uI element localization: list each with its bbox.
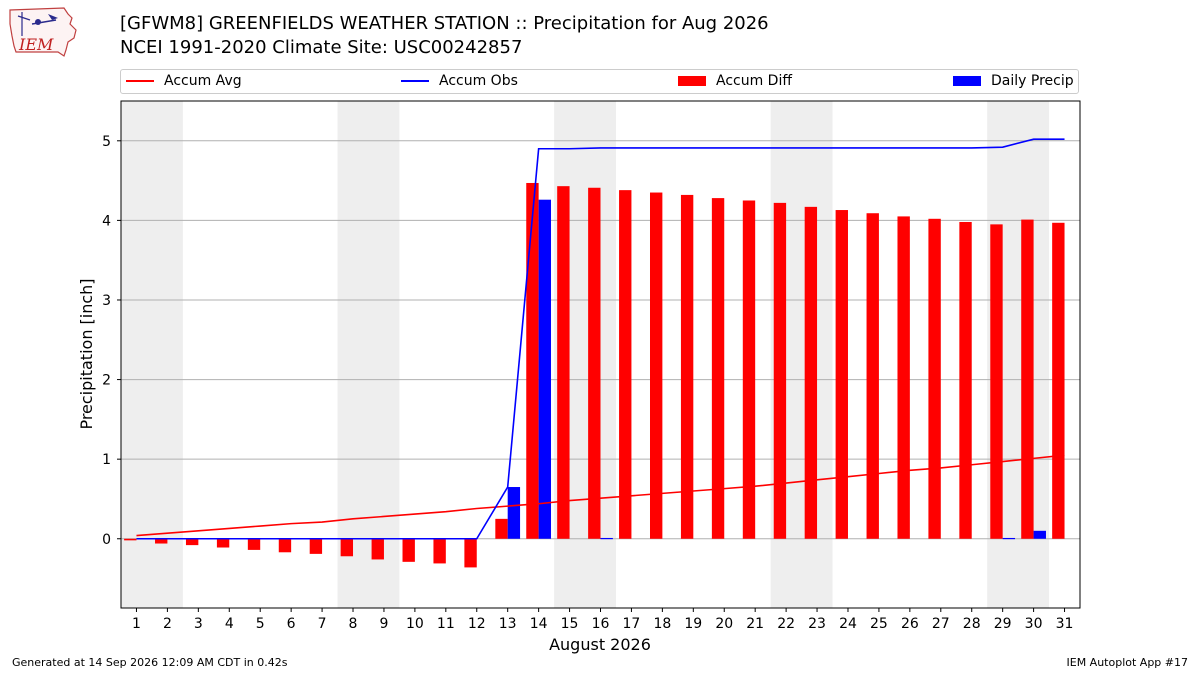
x-tick-label: 29 [994, 616, 1012, 632]
legend-item-accum-obs: Accum Obs [401, 73, 518, 89]
legend-patch-red [678, 76, 706, 86]
x-tick-label: 8 [349, 616, 358, 632]
footer-app: IEM Autoplot App #17 [1066, 656, 1189, 669]
legend-label: Daily Precip [991, 73, 1074, 89]
y-tick-label: 2 [102, 373, 111, 389]
x-tick-label: 16 [592, 616, 610, 632]
legend-item-accum-avg: Accum Avg [126, 73, 242, 89]
accum-diff-bar [742, 200, 756, 539]
accum-diff-bar [185, 538, 199, 546]
y-axis-label: Precipitation [inch] [77, 278, 96, 429]
accum-diff-bar [309, 538, 323, 554]
accum-diff-bar [897, 216, 910, 539]
accum-diff-bar [1052, 222, 1065, 539]
chart-subtitle: NCEI 1991-2020 Climate Site: USC00242857 [120, 37, 523, 58]
x-tick-label: 12 [468, 616, 486, 632]
legend-label: Accum Diff [716, 73, 793, 89]
accum-diff-bar [588, 187, 601, 539]
x-tick-label: 9 [379, 616, 388, 632]
y-tick-label: 4 [102, 213, 111, 229]
accum-diff-bar [649, 192, 663, 539]
x-tick-label: 26 [901, 616, 919, 632]
legend-line-blue [401, 80, 429, 82]
x-tick-label: 17 [623, 616, 641, 632]
accum-diff-bar [928, 218, 941, 539]
y-tick-label: 1 [102, 452, 111, 468]
x-tick-label: 27 [932, 616, 950, 632]
legend-item-accum-diff: Accum Diff [678, 73, 792, 89]
x-tick-label: 28 [963, 616, 981, 632]
x-tick-label: 20 [715, 616, 733, 632]
accum-diff-bar [711, 198, 725, 539]
x-tick-label: 11 [437, 616, 455, 632]
x-tick-label: 13 [499, 616, 517, 632]
x-tick-label: 21 [746, 616, 764, 632]
daily-precip-bar [507, 487, 521, 539]
x-tick-label: 1 [132, 616, 141, 632]
accum-diff-bar [464, 538, 477, 568]
accum-diff-bar [402, 538, 415, 562]
iem-logo: IEM [8, 6, 80, 58]
accum-diff-bar [526, 182, 539, 539]
logo-text: IEM [18, 35, 54, 54]
accum-diff-bar [371, 538, 384, 560]
accum-diff-bar [557, 186, 570, 539]
y-tick-label: 3 [102, 293, 111, 309]
accum-diff-bar [680, 194, 694, 539]
accum-diff-bar [990, 224, 1003, 539]
accum-diff-bar [773, 202, 787, 539]
weekend-band [121, 101, 183, 608]
accum-diff-bar [619, 190, 632, 539]
accum-diff-bar [155, 538, 168, 544]
accum-diff-bar [835, 210, 848, 539]
x-tick-label: 22 [777, 616, 795, 632]
accum-diff-bar [495, 518, 508, 539]
daily-precip-bar [600, 537, 613, 540]
accum-diff-bar [804, 206, 818, 539]
legend-patch-blue [953, 76, 981, 86]
accum-diff-bar [959, 221, 972, 539]
accum-diff-bar [866, 213, 879, 539]
x-tick-label: 6 [287, 616, 296, 632]
daily-precip-bar [1033, 530, 1046, 539]
accum-diff-bar [340, 538, 354, 557]
x-tick-label: 18 [653, 616, 671, 632]
accum-obs-line [136, 138, 1065, 540]
y-tick-label: 0 [102, 532, 111, 548]
legend-label: Accum Obs [439, 73, 518, 89]
daily-precip-bar [538, 199, 552, 539]
accum-diff-bar [124, 538, 137, 541]
accum-avg-line [136, 454, 1065, 537]
x-tick-label: 31 [1056, 616, 1074, 632]
accum-diff-bar [247, 538, 261, 550]
x-tick-label: 2 [163, 616, 172, 632]
x-tick-label: 5 [256, 616, 265, 632]
x-tick-label: 14 [530, 616, 548, 632]
accum-diff-bar [278, 538, 292, 553]
accum-diff-bar [1021, 219, 1034, 539]
x-tick-label: 3 [194, 616, 203, 632]
accum-diff-bar [433, 538, 446, 564]
x-tick-label: 19 [684, 616, 702, 632]
x-tick-label: 25 [870, 616, 888, 632]
footer-generated: Generated at 14 Sep 2026 12:09 AM CDT in… [12, 656, 288, 669]
x-tick-label: 4 [225, 616, 234, 632]
daily-precip-bar [1002, 537, 1016, 540]
y-tick-label: 5 [102, 134, 111, 150]
chart-title: [GFWM8] GREENFIELDS WEATHER STATION :: P… [120, 13, 769, 34]
weekend-band [337, 101, 400, 608]
legend: Accum Avg Accum Obs Accum Diff Daily Pre… [120, 69, 1079, 94]
accum-diff-bar [216, 538, 230, 548]
legend-label: Accum Avg [164, 73, 242, 89]
x-tick-label: 30 [1025, 616, 1043, 632]
legend-item-daily-precip: Daily Precip [953, 73, 1074, 89]
x-tick-label: 10 [406, 616, 424, 632]
legend-line-red [126, 80, 154, 82]
x-tick-label: 24 [839, 616, 857, 632]
x-axis-label: August 2026 [549, 635, 651, 654]
x-tick-label: 15 [561, 616, 579, 632]
x-tick-label: 7 [318, 616, 327, 632]
x-tick-label: 23 [808, 616, 826, 632]
